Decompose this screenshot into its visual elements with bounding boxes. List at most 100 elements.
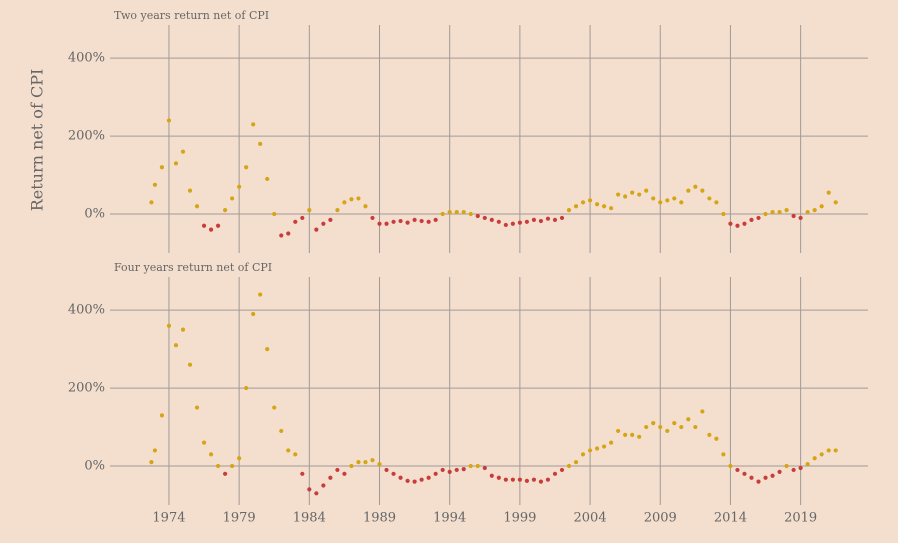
point [279, 428, 284, 434]
point [630, 190, 635, 195]
y-tick-label: 400% [68, 303, 105, 318]
point [215, 463, 221, 469]
point [440, 467, 445, 473]
point [173, 161, 179, 166]
x-tick-label: 2014 [714, 511, 747, 526]
point [594, 446, 600, 451]
y-tick-label: 400% [68, 51, 105, 66]
point [187, 188, 193, 193]
point [552, 217, 558, 222]
point [286, 231, 291, 236]
point [770, 209, 775, 215]
point [566, 463, 572, 469]
point [693, 184, 698, 189]
point [349, 197, 354, 202]
point [721, 211, 726, 217]
point [819, 204, 824, 209]
point [412, 217, 417, 222]
point [819, 452, 824, 457]
point [482, 215, 487, 221]
point [503, 222, 508, 228]
point [538, 479, 544, 484]
point [784, 208, 789, 213]
point [468, 211, 473, 217]
point [658, 200, 663, 205]
x-tick-label: 2009 [644, 511, 677, 526]
point [637, 192, 642, 197]
x-tick-label: 2004 [574, 511, 607, 526]
point [328, 475, 333, 480]
point [447, 469, 452, 474]
point [447, 209, 452, 215]
point [812, 456, 817, 461]
point [363, 460, 368, 465]
point [531, 217, 537, 222]
point [826, 448, 831, 453]
point [398, 475, 403, 480]
point [335, 467, 340, 473]
point [187, 362, 193, 367]
point [545, 216, 551, 221]
x-tick-label: 1974 [152, 511, 185, 526]
point [384, 221, 389, 226]
point [293, 219, 298, 224]
point [265, 176, 270, 182]
point [258, 141, 263, 146]
point [616, 192, 621, 197]
point [665, 428, 670, 434]
panel-title: Two years return net of CPI [114, 9, 269, 22]
point [826, 190, 831, 195]
point [749, 217, 754, 222]
point [714, 200, 719, 205]
point [805, 461, 810, 467]
point [798, 465, 803, 471]
point [230, 196, 235, 201]
point [384, 467, 389, 473]
point [194, 204, 200, 209]
point [440, 211, 445, 217]
y-tick-label: 200% [68, 381, 105, 396]
point [321, 483, 326, 488]
point [798, 215, 803, 221]
point [496, 475, 501, 480]
point [784, 463, 789, 469]
point [686, 417, 691, 422]
point [391, 219, 396, 224]
point [559, 215, 565, 221]
point [370, 458, 375, 463]
point [159, 413, 165, 418]
point [152, 182, 158, 187]
point [391, 471, 396, 476]
point [686, 188, 691, 193]
point [258, 292, 263, 297]
point [300, 471, 305, 476]
point [356, 196, 361, 201]
point [524, 478, 530, 483]
point [510, 221, 515, 226]
x-tick-label: 1994 [433, 511, 466, 526]
point [180, 149, 186, 154]
point [552, 471, 558, 476]
point [693, 424, 698, 430]
point [321, 221, 326, 226]
point [707, 196, 712, 201]
point [314, 491, 319, 496]
point [679, 424, 684, 430]
point [524, 219, 530, 224]
point [510, 477, 515, 482]
point [496, 219, 501, 224]
point [398, 218, 403, 224]
point [594, 202, 600, 207]
point [426, 219, 431, 224]
point [293, 452, 298, 457]
point [545, 477, 551, 482]
point [735, 467, 740, 473]
point [335, 208, 340, 213]
point [763, 475, 768, 480]
point [630, 432, 635, 437]
point [461, 467, 466, 472]
point [251, 311, 256, 317]
y-axis-label: Return net of CPI [28, 69, 47, 212]
y-tick-label: 0% [84, 207, 105, 222]
